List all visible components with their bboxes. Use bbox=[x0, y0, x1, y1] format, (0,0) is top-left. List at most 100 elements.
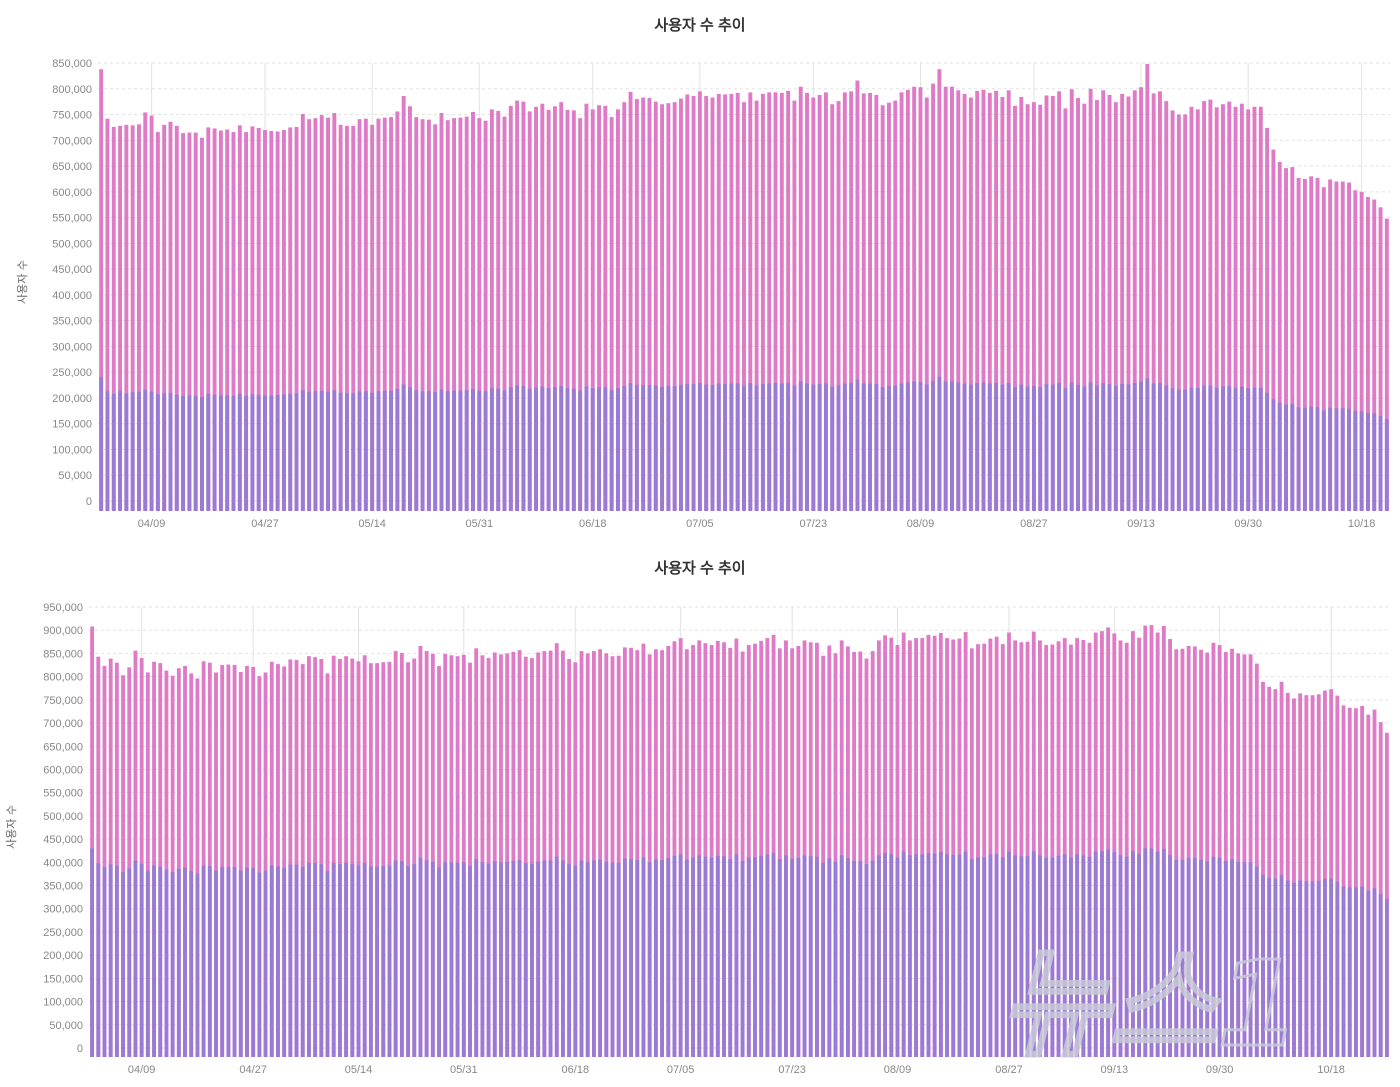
bar-total bbox=[616, 655, 621, 1057]
bar-sub bbox=[496, 388, 501, 511]
bar-total bbox=[981, 89, 986, 512]
bar-total bbox=[777, 648, 782, 1057]
bar-total bbox=[748, 92, 753, 511]
bar-total bbox=[1223, 652, 1228, 1057]
bar-total bbox=[370, 124, 375, 511]
bar-total bbox=[362, 655, 367, 1057]
bar-total bbox=[678, 638, 683, 1057]
bar-total bbox=[817, 94, 822, 511]
bar-sub bbox=[546, 388, 551, 511]
bar-sub bbox=[1050, 384, 1055, 511]
bar-total bbox=[319, 115, 324, 511]
bar-total bbox=[1050, 95, 1055, 511]
bar-total bbox=[1145, 64, 1150, 512]
bar-total bbox=[742, 102, 746, 511]
bar-total bbox=[332, 112, 337, 512]
bar-total bbox=[152, 661, 156, 1057]
bar-total bbox=[483, 120, 488, 511]
bar-sub bbox=[1183, 389, 1188, 511]
bar-total bbox=[796, 645, 801, 1057]
y-tick-label: 200,000 bbox=[52, 393, 92, 405]
bar-total bbox=[704, 95, 709, 511]
bar-sub bbox=[950, 381, 954, 511]
bar-total bbox=[734, 638, 739, 1057]
bar-sub bbox=[836, 385, 841, 511]
bar-sub bbox=[715, 855, 720, 1057]
bar-total bbox=[926, 634, 931, 1057]
bar-total bbox=[300, 664, 305, 1057]
bar-sub bbox=[1000, 857, 1005, 1057]
bar-sub bbox=[1101, 382, 1106, 511]
bar-total bbox=[660, 650, 664, 1057]
x-tick-label: 08/09 bbox=[884, 1064, 912, 1076]
bar-sub bbox=[275, 394, 280, 511]
bar-total bbox=[517, 650, 522, 1057]
bar-sub bbox=[181, 395, 186, 511]
y-tick-label: 750,000 bbox=[52, 110, 92, 122]
bar-total bbox=[1038, 640, 1042, 1057]
bar-total bbox=[565, 109, 570, 512]
bar-total bbox=[319, 658, 324, 1057]
bar-sub bbox=[1334, 408, 1339, 511]
bar-total bbox=[521, 101, 526, 511]
bar-sub bbox=[968, 384, 973, 511]
bar-sub bbox=[660, 859, 664, 1057]
bar-sub bbox=[790, 859, 795, 1057]
bar-total bbox=[1180, 648, 1185, 1057]
bar-total bbox=[1044, 645, 1049, 1057]
bar-total bbox=[802, 640, 807, 1057]
bar-total bbox=[542, 651, 547, 1057]
bar-sub bbox=[874, 384, 879, 511]
bar-total bbox=[263, 672, 268, 1057]
bar-sub bbox=[759, 855, 764, 1057]
bar-total bbox=[499, 654, 503, 1057]
bar-sub bbox=[527, 388, 532, 511]
bar-total bbox=[1186, 645, 1191, 1057]
x-tick-label: 04/09 bbox=[138, 518, 166, 530]
bar-total bbox=[257, 676, 262, 1057]
bar-total bbox=[1354, 708, 1358, 1057]
bar-sub bbox=[439, 389, 444, 511]
bar-sub bbox=[548, 860, 553, 1057]
bar-sub bbox=[579, 860, 584, 1057]
bar-sub bbox=[1149, 848, 1154, 1057]
y-tick-label: 200,000 bbox=[43, 950, 83, 962]
bar-sub bbox=[505, 861, 510, 1057]
bar-total bbox=[861, 93, 866, 512]
bar-sub bbox=[1347, 408, 1351, 511]
bar-sub bbox=[338, 392, 343, 511]
bar-sub bbox=[932, 853, 937, 1057]
bar-total bbox=[1143, 625, 1148, 1057]
bar-total bbox=[1335, 695, 1340, 1057]
bar-sub bbox=[552, 387, 557, 511]
bar-sub bbox=[1384, 898, 1389, 1057]
bar-total bbox=[830, 104, 835, 512]
y-tick-label: 900,000 bbox=[43, 625, 83, 637]
y-tick-label: 400,000 bbox=[43, 857, 83, 869]
bar-total bbox=[950, 86, 954, 512]
y-tick-label: 100,000 bbox=[52, 444, 92, 456]
bar-sub bbox=[143, 389, 148, 511]
bar-sub bbox=[1087, 856, 1092, 1057]
bar-total bbox=[573, 662, 578, 1057]
bar-total bbox=[635, 650, 640, 1057]
bar-total bbox=[723, 94, 728, 512]
bar-sub bbox=[1192, 858, 1197, 1057]
bar-total bbox=[393, 651, 398, 1057]
bar-sub bbox=[237, 393, 242, 511]
y-tick-label: 950,000 bbox=[43, 602, 83, 614]
bar-total bbox=[1329, 689, 1334, 1057]
bar-total bbox=[256, 127, 261, 511]
bar-total bbox=[641, 643, 646, 1057]
bar-total bbox=[1069, 644, 1073, 1057]
bar-sub bbox=[918, 381, 923, 511]
bar-total bbox=[815, 642, 819, 1057]
y-tick-label: 750,000 bbox=[43, 695, 83, 707]
bar-total bbox=[765, 638, 770, 1057]
bar-sub bbox=[1151, 383, 1156, 511]
y-tick-label: 550,000 bbox=[43, 788, 83, 800]
bar-sub bbox=[540, 386, 545, 511]
bar-sub bbox=[963, 851, 968, 1057]
x-tick-label: 07/23 bbox=[778, 1064, 806, 1076]
bar-sub bbox=[212, 394, 217, 511]
